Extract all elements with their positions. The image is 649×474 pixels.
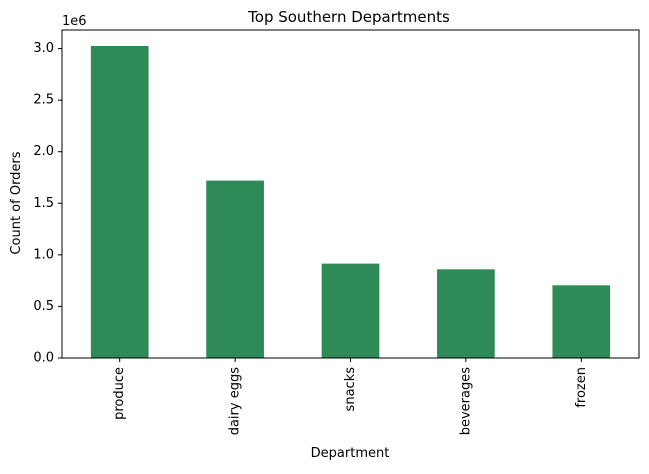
y-tick-label: 1.0 [33, 247, 54, 262]
y-tick-label: 2.5 [33, 93, 54, 108]
bar-beverages [437, 269, 495, 358]
x-tick-label: frozen [574, 367, 589, 408]
chart-title: Top Southern Departments [247, 8, 450, 26]
x-tick-label: dairy eggs [228, 367, 243, 436]
bar-snacks [321, 263, 380, 358]
y-axis-label: Count of Orders [9, 151, 24, 254]
x-tick-label: produce [112, 367, 127, 420]
y-tick-label: 0.0 [33, 351, 54, 366]
x-axis-ticks: produce dairy eggs snacks beverages frozen [112, 358, 589, 435]
plot-frame [61, 29, 640, 359]
bars-group [90, 45, 611, 358]
bar-frozen [552, 285, 611, 358]
y-tick-label: 0.5 [33, 299, 54, 314]
y-tick-label: 3.0 [33, 41, 54, 56]
x-tick-label: snacks [343, 367, 358, 412]
bar-dairy-eggs [206, 180, 264, 358]
x-axis-label: Department [311, 446, 390, 461]
y-scale-label: 1e6 [62, 14, 87, 29]
y-tick-label: 2.0 [33, 144, 54, 159]
x-tick-label: beverages [458, 367, 473, 436]
y-axis-ticks: 0.0 0.5 1.0 1.5 2.0 2.5 3.0 [33, 41, 62, 366]
y-tick-label: 1.5 [33, 196, 54, 211]
bar-produce [90, 45, 149, 358]
